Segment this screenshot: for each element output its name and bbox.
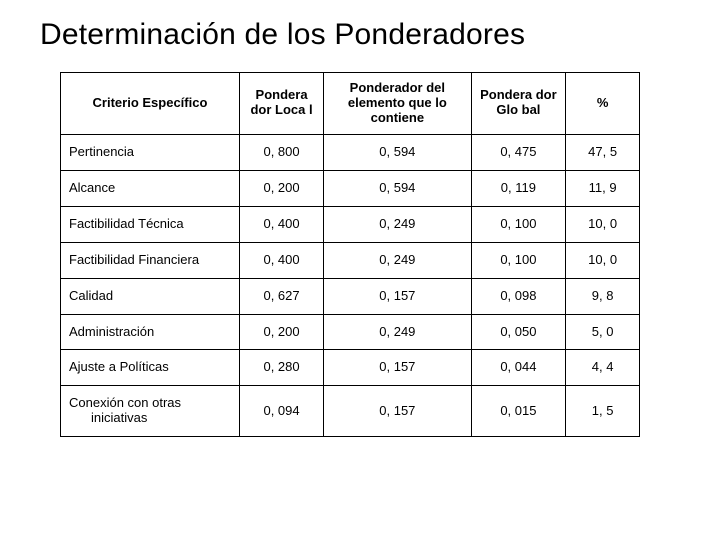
cell-global: 0, 098 <box>471 278 566 314</box>
table-row: Calidad 0, 627 0, 157 0, 098 9, 8 <box>61 278 640 314</box>
cell-criterio: Ajuste a Políticas <box>61 350 240 386</box>
ponderadores-table: Criterio Específico Pondera dor Loca l P… <box>60 72 640 437</box>
cell-criterio: Administración <box>61 314 240 350</box>
cell-global: 0, 475 <box>471 134 566 170</box>
table-row: Conexión con otras iniciativas 0, 094 0,… <box>61 386 640 437</box>
table-row: Factibilidad Financiera 0, 400 0, 249 0,… <box>61 242 640 278</box>
cell-elemento: 0, 249 <box>324 314 471 350</box>
cell-pct: 10, 0 <box>566 242 640 278</box>
cell-elemento: 0, 157 <box>324 386 471 437</box>
cell-elemento: 0, 157 <box>324 350 471 386</box>
cell-local: 0, 200 <box>239 314 323 350</box>
cell-local: 0, 400 <box>239 206 323 242</box>
cell-elemento: 0, 594 <box>324 170 471 206</box>
cell-elemento: 0, 157 <box>324 278 471 314</box>
cell-criterio: Factibilidad Técnica <box>61 206 240 242</box>
cell-global: 0, 044 <box>471 350 566 386</box>
cell-pct: 11, 9 <box>566 170 640 206</box>
col-global: Pondera dor Glo bal <box>471 73 566 135</box>
col-pct: % <box>566 73 640 135</box>
cell-criterio: Alcance <box>61 170 240 206</box>
cell-pct: 9, 8 <box>566 278 640 314</box>
cell-local: 0, 400 <box>239 242 323 278</box>
cell-elemento: 0, 249 <box>324 242 471 278</box>
cell-criterio: Pertinencia <box>61 134 240 170</box>
cell-local: 0, 094 <box>239 386 323 437</box>
table-row: Administración 0, 200 0, 249 0, 050 5, 0 <box>61 314 640 350</box>
cell-global: 0, 050 <box>471 314 566 350</box>
table-row: Ajuste a Políticas 0, 280 0, 157 0, 044 … <box>61 350 640 386</box>
cell-pct: 4, 4 <box>566 350 640 386</box>
col-local: Pondera dor Loca l <box>239 73 323 135</box>
cell-local: 0, 627 <box>239 278 323 314</box>
table-header-row: Criterio Específico Pondera dor Loca l P… <box>61 73 640 135</box>
cell-local: 0, 800 <box>239 134 323 170</box>
table-row: Factibilidad Técnica 0, 400 0, 249 0, 10… <box>61 206 640 242</box>
cell-global: 0, 119 <box>471 170 566 206</box>
table-body: Pertinencia 0, 800 0, 594 0, 475 47, 5 A… <box>61 134 640 436</box>
table-row: Pertinencia 0, 800 0, 594 0, 475 47, 5 <box>61 134 640 170</box>
cell-pct: 1, 5 <box>566 386 640 437</box>
cell-elemento: 0, 249 <box>324 206 471 242</box>
slide: Determinación de los Ponderadores Criter… <box>0 0 720 540</box>
cell-global: 0, 015 <box>471 386 566 437</box>
cell-pct: 47, 5 <box>566 134 640 170</box>
cell-criterio: Factibilidad Financiera <box>61 242 240 278</box>
cell-pct: 5, 0 <box>566 314 640 350</box>
cell-criterio: Conexión con otras iniciativas <box>61 386 240 437</box>
cell-global: 0, 100 <box>471 242 566 278</box>
col-elemento: Ponderador del elemento que lo contiene <box>324 73 471 135</box>
cell-pct: 10, 0 <box>566 206 640 242</box>
cell-global: 0, 100 <box>471 206 566 242</box>
col-criterio: Criterio Específico <box>61 73 240 135</box>
page-title: Determinación de los Ponderadores <box>40 18 680 52</box>
table-row: Alcance 0, 200 0, 594 0, 119 11, 9 <box>61 170 640 206</box>
cell-elemento: 0, 594 <box>324 134 471 170</box>
cell-local: 0, 280 <box>239 350 323 386</box>
cell-criterio: Calidad <box>61 278 240 314</box>
cell-local: 0, 200 <box>239 170 323 206</box>
